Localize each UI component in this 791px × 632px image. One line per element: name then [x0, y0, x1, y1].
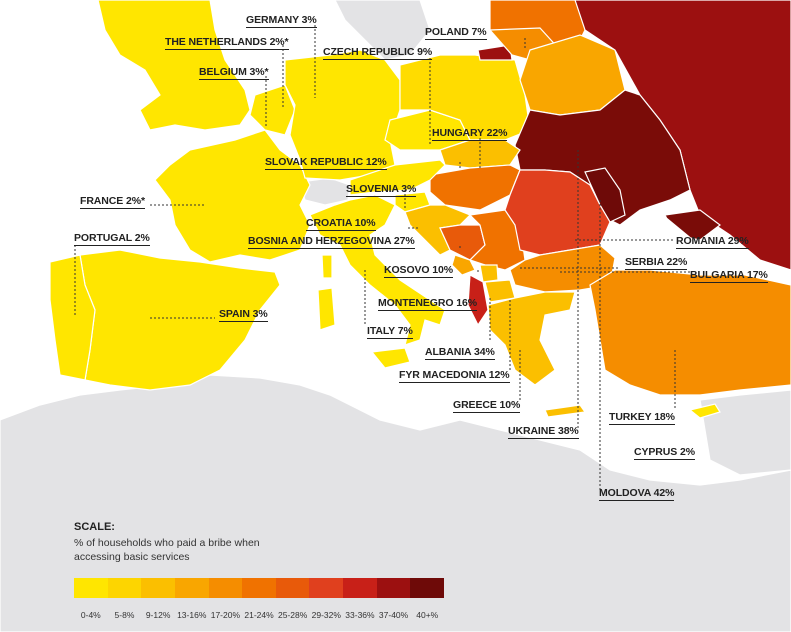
sicily [370, 347, 411, 369]
crete [544, 404, 587, 418]
legend-tick-label: 40+% [416, 610, 439, 620]
label-romania: ROMANIA 29% [676, 235, 749, 249]
legend-tick-labels: 0-4% 5-8% 9-12% 13-16% 17-20% 21-24% 25-28% 29-… [74, 610, 444, 620]
legend-swatch [107, 578, 142, 598]
legend-tick-label: 0-4% [80, 610, 101, 620]
legend-tick-label: 5-8% [114, 610, 135, 620]
label-serbia: SERBIA 22% [625, 256, 688, 270]
kosovo [479, 264, 499, 283]
legend-swatch [410, 578, 445, 598]
italy [309, 194, 446, 346]
label-fyr-macedonia: FYR MACEDONIA 12% [399, 369, 510, 383]
legend-swatch [309, 578, 344, 598]
hungary [429, 164, 521, 211]
label-greece: GREECE 10% [453, 399, 521, 413]
legend-title: SCALE: [74, 521, 115, 533]
legend-swatch [74, 578, 108, 598]
label-bosnia: BOSNIA AND HERZEGOVINA 27% [248, 235, 415, 249]
albania [467, 274, 489, 327]
label-croatia: CROATIA 10% [306, 217, 376, 231]
leader-lines [74, 25, 690, 490]
legend-tick-label: 17-20% [210, 610, 241, 620]
label-poland: POLAND 7% [425, 26, 487, 40]
label-albania: ALBANIA 34% [425, 346, 495, 360]
legend-tick-label: 13-16% [177, 610, 207, 620]
france [154, 129, 311, 263]
label-belgium: BELGIUM 3%* [199, 66, 269, 80]
legend-tick-label: 37-40% [378, 610, 409, 620]
label-portugal: PORTUGAL 2% [74, 232, 150, 246]
cyprus [688, 403, 721, 419]
legend-swatch [174, 578, 209, 598]
legend-description: % of households who paid a bribe when ac… [74, 537, 260, 563]
legend-tick-label: 21-24% [244, 610, 274, 620]
legend-swatch [141, 578, 175, 598]
label-spain: SPAIN 3% [219, 308, 268, 322]
black-sea [620, 212, 760, 275]
legend-tick-label: 25-28% [278, 610, 308, 620]
label-turkey: TURKEY 18% [609, 411, 675, 425]
legend-tick-label: 29-32% [311, 610, 341, 620]
turkey [589, 269, 791, 396]
label-kosovo: KOSOVO 10% [384, 264, 454, 278]
label-moldova: MOLDOVA 42% [599, 487, 675, 501]
label-netherlands: THE NETHERLANDS 2%* [165, 36, 289, 50]
label-cyprus: CYPRUS 2% [634, 446, 695, 460]
greece [487, 291, 576, 386]
label-slovak-republic: SLOVAK REPUBLIC 12% [265, 156, 387, 170]
legend-swatch [208, 578, 243, 598]
label-germany: GERMANY 3% [246, 14, 317, 28]
label-czech-republic: CZECH REPUBLIC 9% [323, 46, 433, 60]
label-france: FRANCE 2%* [80, 195, 145, 209]
legend-swatch [376, 578, 411, 598]
label-hungary: HUNGARY 22% [432, 127, 508, 141]
legend-swatch [343, 578, 377, 598]
label-slovenia: SLOVENIA 3% [346, 183, 417, 197]
legend-swatch [275, 578, 310, 598]
austria [349, 159, 446, 196]
label-montenegro: MONTENEGRO 16% [378, 297, 477, 311]
portugal [49, 254, 96, 381]
sardinia [317, 287, 336, 331]
corsica [321, 254, 333, 279]
legend-color-scale [74, 578, 445, 598]
label-italy: ITALY 7% [367, 325, 413, 339]
romania [504, 169, 611, 256]
legend-tick-label: 33-36% [345, 610, 375, 620]
label-ukraine: UKRAINE 38% [508, 425, 579, 439]
label-bulgaria: BULGARIA 17% [690, 269, 768, 283]
montenegro [451, 254, 476, 276]
uk [97, 0, 251, 131]
kaliningrad [477, 44, 513, 61]
legend-swatch [242, 578, 276, 598]
legend-tick-label: 9-12% [145, 610, 171, 620]
